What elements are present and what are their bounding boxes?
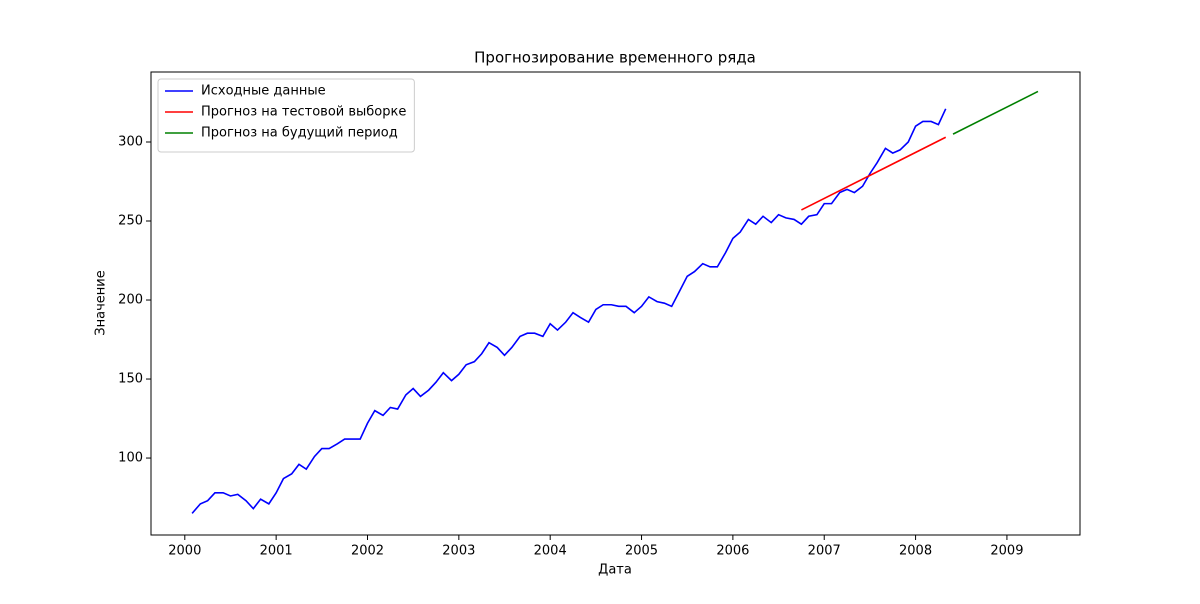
legend-label: Прогноз на тестовой выборке (201, 105, 406, 120)
legend: Исходные данные Прогноз на тестовой выбор… (157, 78, 415, 153)
series-line (952, 90, 1039, 135)
y-tick-label: 250 (118, 214, 143, 229)
series-line (801, 136, 947, 211)
x-tick-label: 2001 (260, 544, 293, 559)
x-tick-label: 2002 (351, 544, 384, 559)
y-tick-label: 150 (118, 372, 143, 387)
x-tick-label: 2007 (808, 544, 841, 559)
x-tick-label: 2006 (716, 544, 749, 559)
legend-label: Исходные данные (201, 84, 326, 99)
y-tick-label: 100 (118, 451, 143, 466)
x-tick-label: 2008 (899, 544, 932, 559)
series-line (191, 108, 947, 514)
y-axis-label: Значение (94, 270, 109, 335)
axes-frame (150, 71, 1081, 536)
x-tick-label: 2009 (990, 544, 1023, 559)
y-tick-label: 200 (118, 293, 143, 308)
chart-title: Прогнозирование временного ряда (474, 49, 756, 67)
x-tick-label: 2000 (168, 544, 201, 559)
x-axis-label: Дата (598, 563, 632, 578)
x-tick-label: 2004 (534, 544, 567, 559)
x-tick-label: 2003 (442, 544, 475, 559)
x-tick-label: 2005 (625, 544, 658, 559)
legend-box (157, 78, 415, 153)
legend-label: Прогноз на будущий период (201, 126, 398, 141)
y-tick-label: 300 (118, 135, 143, 150)
